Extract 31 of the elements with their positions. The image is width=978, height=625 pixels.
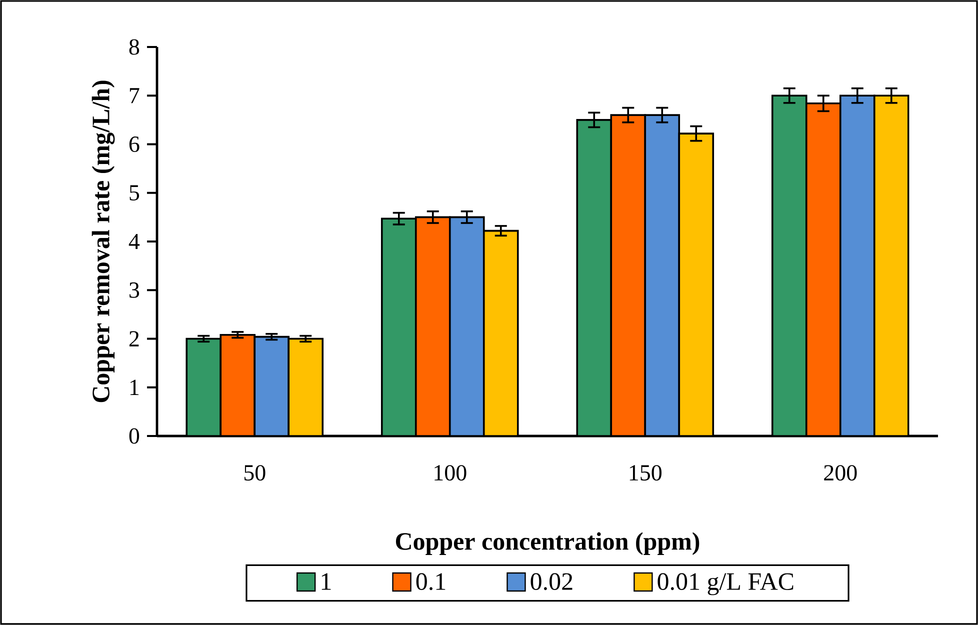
x-tick-label: 50	[244, 465, 266, 481]
bar	[414, 216, 451, 436]
legend-label: 0.02	[530, 573, 572, 590]
bar	[380, 218, 417, 436]
bar	[839, 94, 876, 436]
bar	[805, 102, 842, 436]
y-tick-label: 0	[129, 428, 140, 444]
bar	[186, 338, 222, 436]
x-tick-label: 100	[434, 465, 466, 481]
y-tick-label: 6	[129, 136, 140, 152]
bar	[448, 216, 485, 436]
y-tick-label: 4	[128, 234, 140, 250]
x-tick-label: 150	[630, 465, 662, 481]
bar	[220, 334, 256, 436]
y-tick-label: 5	[130, 185, 140, 201]
bar	[610, 114, 646, 436]
x-axis-title: Copper concentration (ppm)	[396, 532, 700, 555]
y-tick-label: 2	[129, 331, 139, 346]
y-tick-label: 1	[130, 380, 139, 395]
legend-label: 1	[322, 573, 331, 590]
y-axis-title: Copper removal rate (mg/L/h)	[92, 80, 115, 402]
bar	[771, 94, 808, 436]
y-tick-label: 3	[130, 282, 140, 298]
legend-label: 0.1	[416, 573, 446, 590]
bar	[576, 119, 612, 436]
y-tick-label: 8	[129, 39, 140, 55]
bar	[644, 114, 680, 436]
y-tick-label: 7	[130, 88, 140, 104]
bar	[254, 336, 290, 436]
legend-label: 0.01 g/L FAC	[658, 573, 794, 596]
x-tick-label: 200	[824, 465, 857, 481]
